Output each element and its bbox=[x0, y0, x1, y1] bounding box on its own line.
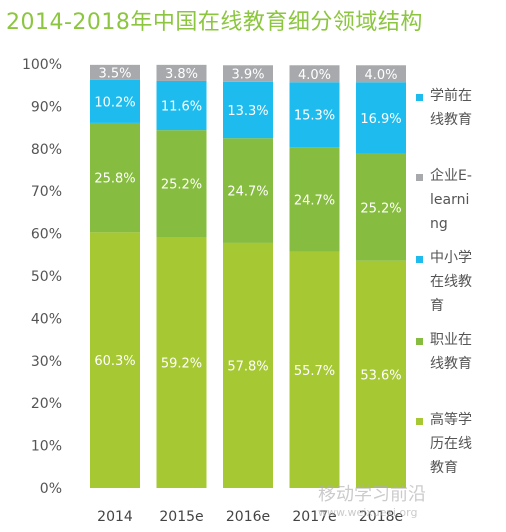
bar-segment bbox=[223, 81, 273, 139]
bar-segment bbox=[90, 232, 140, 488]
legend-label: 线教育 bbox=[430, 112, 472, 128]
legend-swatch bbox=[416, 256, 423, 263]
data-label: 4.0% bbox=[298, 68, 331, 83]
bar-segment bbox=[356, 82, 406, 154]
legend-label: 教育 bbox=[430, 460, 458, 476]
legend-label: 线教育 bbox=[430, 356, 472, 372]
data-label: 25.2% bbox=[161, 178, 202, 193]
bar-segment bbox=[156, 236, 207, 488]
bars: 60.3% 25.8% 10.2% 3.5% 59.2% 25.2% 11.6% 3.8% 57… bbox=[90, 64, 406, 488]
bar-stack: 55.7% 24.7% 15.3% 4.0% bbox=[289, 65, 340, 488]
watermark-text: 移动学习前沿 bbox=[318, 484, 426, 505]
legend-label: 学前在 bbox=[430, 87, 472, 104]
data-label: 53.6% bbox=[360, 368, 401, 383]
y-tick-label: 100% bbox=[22, 57, 62, 73]
watermark-url: www.weixuexi.org bbox=[318, 506, 418, 519]
bar-stack: 60.3% 25.8% 10.2% 3.5% bbox=[90, 64, 140, 488]
legend-label: 高等学 bbox=[430, 411, 472, 428]
legend-label: learni bbox=[430, 192, 469, 208]
data-label: 11.6% bbox=[161, 100, 202, 115]
bar-segment bbox=[356, 260, 406, 488]
bar-segment bbox=[156, 80, 207, 131]
data-label: 4.0% bbox=[364, 68, 397, 83]
y-tick-label: 40% bbox=[31, 311, 62, 327]
bar-segment bbox=[223, 65, 273, 82]
y-tick-label: 60% bbox=[31, 227, 62, 243]
bar-segment bbox=[289, 82, 340, 148]
x-tick-label: 2017e bbox=[292, 509, 336, 525]
data-label: 24.7% bbox=[227, 185, 268, 200]
legend-item-corporate: 企业E-learni ng bbox=[416, 167, 472, 232]
x-tick-label: 2015e bbox=[159, 509, 203, 525]
legend-swatch bbox=[416, 174, 423, 181]
bar-stack: 53.6% 25.2% 16.9% 4.0% bbox=[356, 65, 406, 488]
bar-segment bbox=[156, 64, 207, 81]
bar-segment bbox=[356, 153, 406, 261]
bar-stack: 57.8% 24.7% 13.3% 3.9% bbox=[223, 65, 273, 488]
y-tick-label: 90% bbox=[31, 99, 62, 115]
data-label: 16.9% bbox=[360, 112, 401, 127]
bar-segment bbox=[90, 64, 140, 80]
data-label: 57.8% bbox=[227, 359, 268, 374]
data-label: 25.8% bbox=[94, 172, 135, 187]
data-label: 13.3% bbox=[227, 104, 268, 119]
x-tick-label: 2016e bbox=[226, 509, 270, 525]
bar-segment bbox=[90, 122, 140, 233]
y-tick-label: 10% bbox=[31, 439, 62, 455]
y-tick-label: 20% bbox=[31, 396, 62, 412]
legend-label: 职业在 bbox=[430, 332, 472, 348]
y-tick-label: 30% bbox=[31, 354, 62, 370]
bar-segment bbox=[356, 65, 406, 83]
legend-label: 企业E- bbox=[430, 167, 472, 184]
y-tick-label: 80% bbox=[31, 142, 62, 158]
x-tick-label: 2018e bbox=[359, 509, 403, 525]
y-axis: 0% 10% 20% 30% 40% 50% 60% 70% 80% 90% 100% bbox=[22, 57, 62, 497]
legend-label: 在线教 bbox=[430, 274, 472, 290]
chart-title: 2014-2018年中国在线教育细分领域结构 bbox=[6, 10, 423, 35]
data-label: 3.8% bbox=[165, 67, 198, 82]
legend-label: 历在线 bbox=[430, 436, 472, 452]
legend-swatch bbox=[416, 94, 423, 101]
data-label: 25.2% bbox=[360, 201, 401, 216]
data-label: 59.2% bbox=[161, 356, 202, 371]
x-tick-label: 2014 bbox=[97, 509, 133, 525]
bar-stack: 59.2% 25.2% 11.6% 3.8% bbox=[156, 64, 207, 488]
legend-label: ng bbox=[430, 216, 448, 232]
data-label: 24.7% bbox=[294, 193, 335, 208]
bar-segment bbox=[289, 147, 340, 252]
x-axis: 2014 2015e 2016e 2017e 2018e bbox=[97, 509, 403, 525]
legend-swatch bbox=[416, 338, 423, 345]
data-label: 10.2% bbox=[94, 95, 135, 110]
bar-segment bbox=[289, 251, 340, 488]
bar-segment bbox=[223, 242, 273, 488]
bar-segment bbox=[90, 79, 140, 123]
bar-segment bbox=[289, 65, 340, 83]
y-tick-label: 70% bbox=[31, 184, 62, 200]
data-label: 3.9% bbox=[231, 68, 264, 83]
watermark: 移动学习前沿 www.weixuexi.org bbox=[318, 484, 504, 530]
data-label: 15.3% bbox=[294, 109, 335, 124]
legend-label: 育 bbox=[430, 298, 444, 314]
data-label: 55.7% bbox=[294, 364, 335, 379]
bar-segment bbox=[156, 130, 207, 237]
bar-segment bbox=[223, 138, 273, 243]
legend-label: 中小学 bbox=[430, 250, 472, 266]
y-tick-label: 50% bbox=[31, 269, 62, 285]
legend-swatch bbox=[416, 418, 423, 425]
y-tick-label: 0% bbox=[40, 481, 62, 497]
data-label: 3.5% bbox=[98, 66, 131, 81]
data-label: 60.3% bbox=[94, 354, 135, 369]
